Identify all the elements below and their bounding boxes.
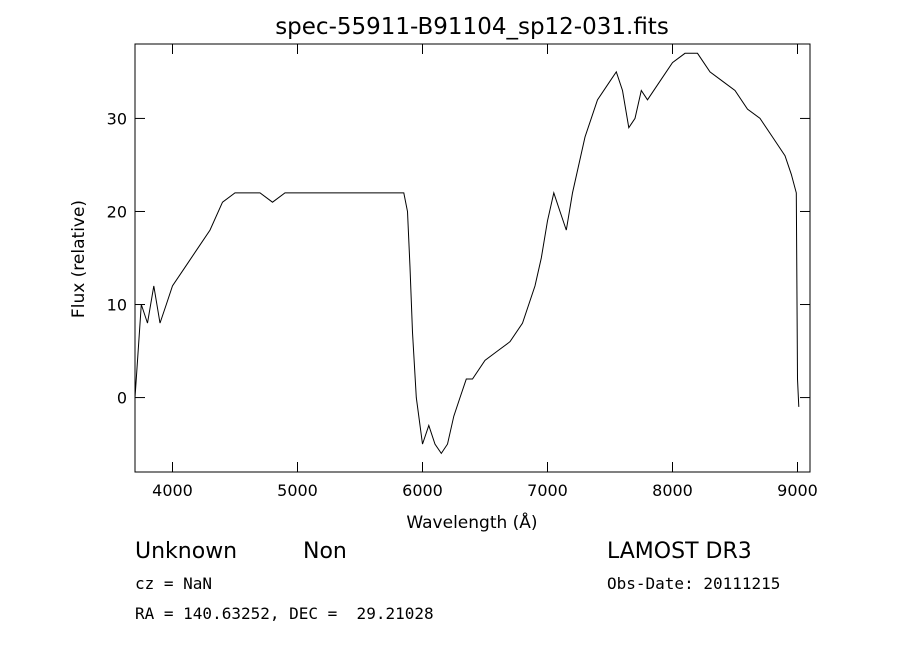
y-tick-label: 0: [117, 389, 127, 408]
y-axis-ticks: 0 10 20 30: [107, 109, 810, 408]
object-type-label: Unknown: [135, 539, 237, 564]
x-axis-label: Wavelength (Å): [406, 511, 537, 533]
y-tick-label: 10: [107, 296, 127, 315]
x-axis-ticks: 4000 5000 6000 7000 8000 9000: [152, 44, 818, 500]
x-tick-label: 4000: [152, 481, 193, 500]
x-tick-label: 5000: [277, 481, 318, 500]
plot-area: 4000 5000 6000 7000 8000 9000 0 10 20 30: [107, 43, 818, 500]
plot-frame: [134, 43, 811, 473]
spectrum-series-line: [134, 52, 800, 455]
chart-title: spec-55911-B91104_sp12-031.fits: [275, 14, 669, 40]
y-axis-label: Flux (relative): [69, 200, 89, 318]
x-tick-label: 6000: [402, 481, 443, 500]
subclass-label: Non: [303, 539, 347, 564]
x-tick-label: 8000: [652, 481, 693, 500]
coords-label: RA = 140.63252, DEC = 29.21028: [135, 604, 434, 623]
y-tick-label: 20: [107, 202, 127, 221]
x-tick-label: 9000: [777, 481, 818, 500]
cz-label: cz = NaN: [135, 574, 212, 593]
x-tick-label: 7000: [527, 481, 568, 500]
obs-date-label: Obs-Date: 20111215: [607, 574, 780, 593]
survey-label: LAMOST DR3: [607, 539, 752, 564]
y-tick-label: 30: [107, 109, 127, 128]
